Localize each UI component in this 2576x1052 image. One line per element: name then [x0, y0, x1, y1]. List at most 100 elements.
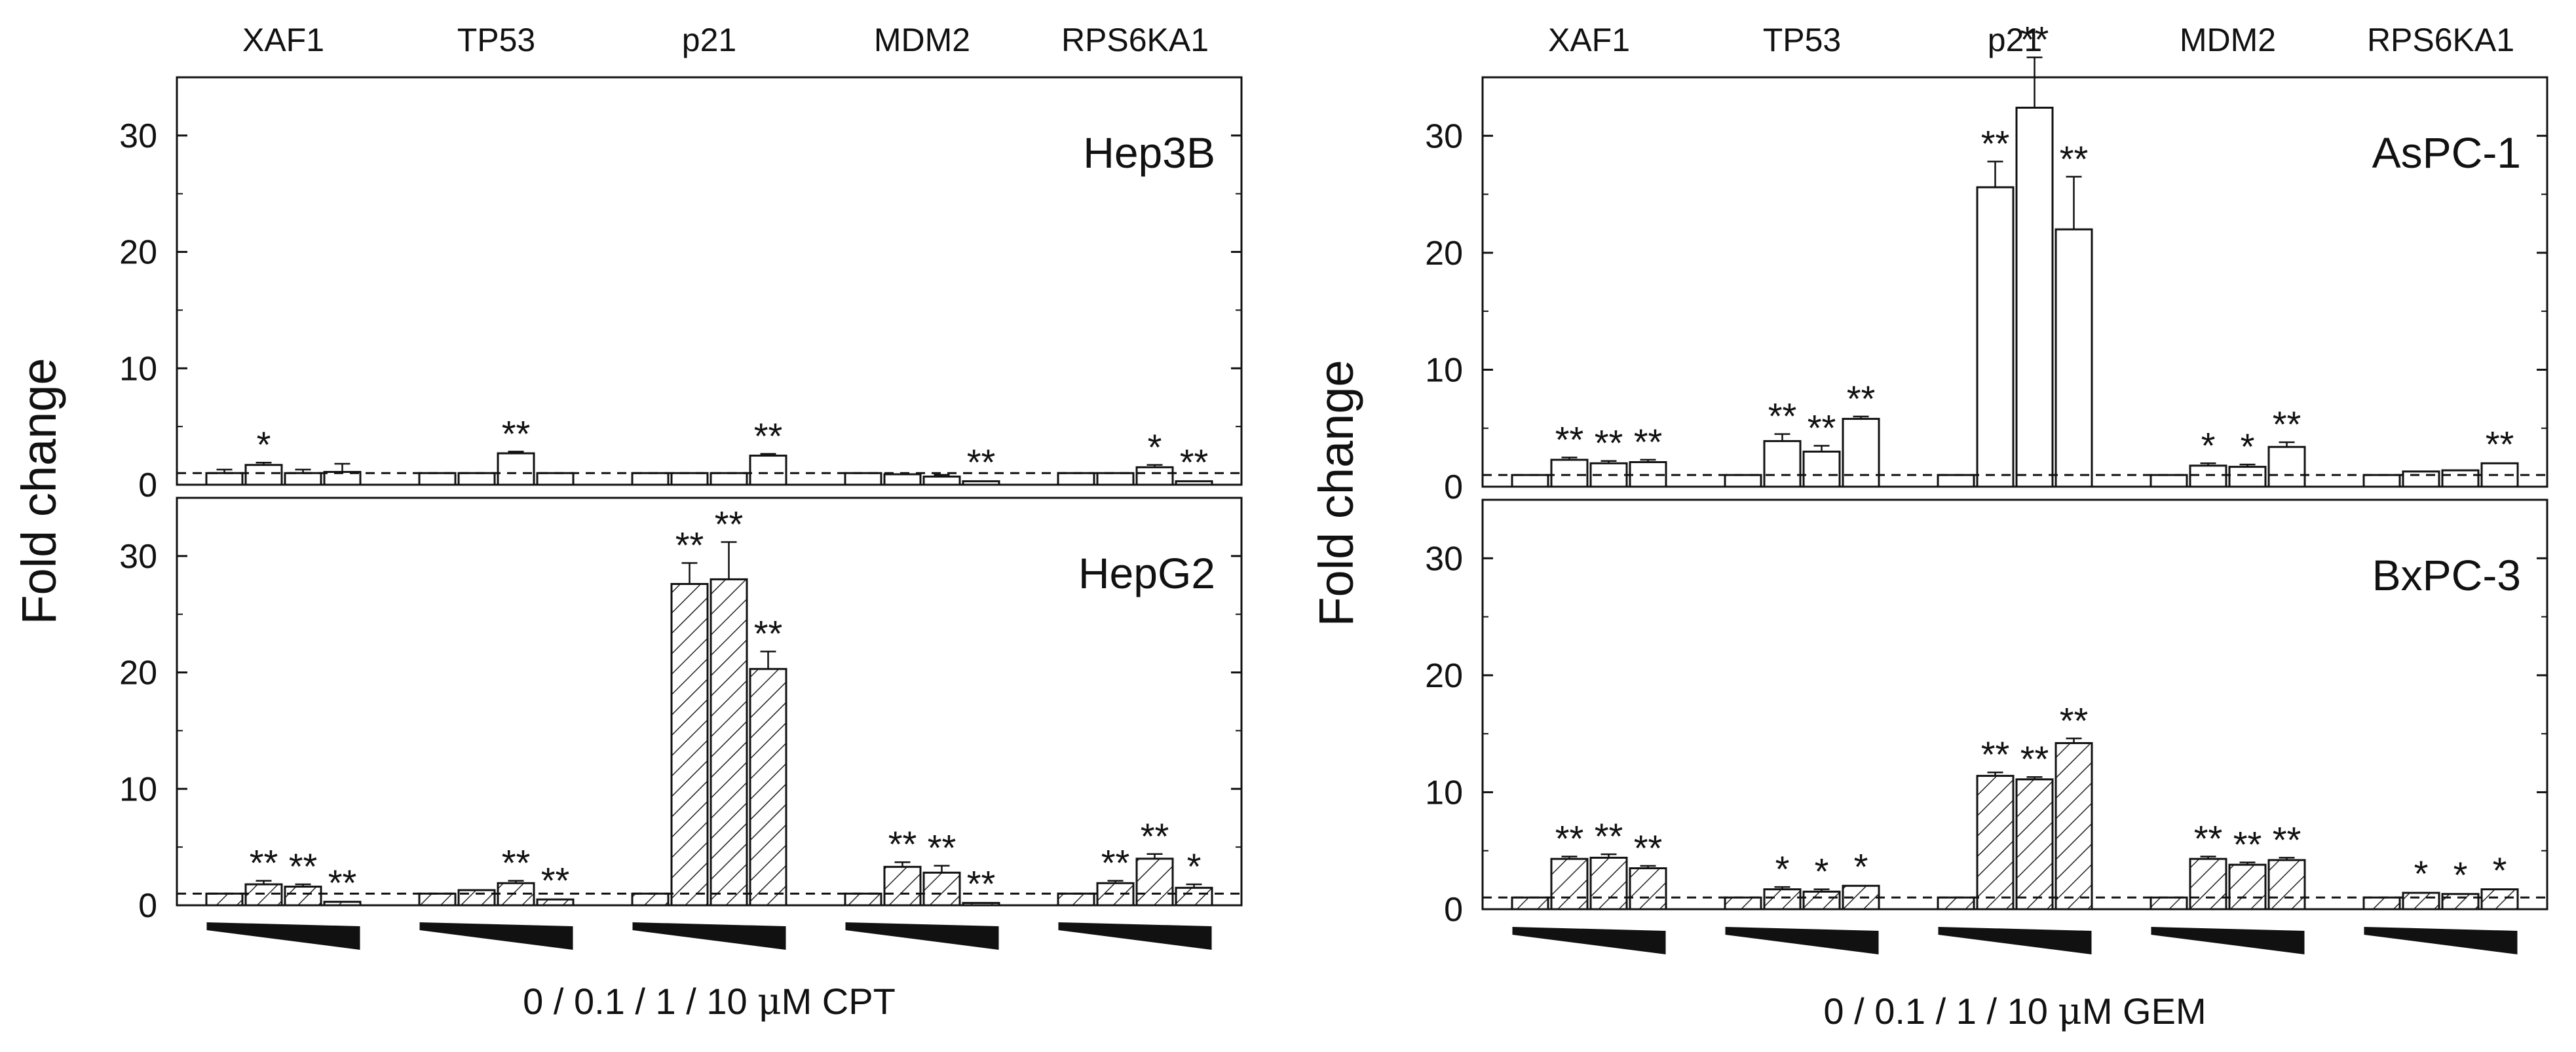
gene-label-xaf1: XAF1: [1548, 22, 1630, 58]
significance-marker: *: [2453, 854, 2468, 895]
significance-marker: **: [928, 827, 957, 869]
gene-label-mdm2: MDM2: [874, 22, 970, 58]
significance-marker: *: [1187, 846, 1202, 887]
bar: [844, 472, 882, 486]
gene-label-xaf1: XAF1: [242, 22, 324, 58]
significance-marker: **: [1555, 419, 1584, 460]
gene-label-tp53: TP53: [457, 22, 536, 58]
concentration-wedge: [1938, 927, 2092, 954]
significance-marker: **: [1808, 407, 1836, 449]
significance-marker: **: [1634, 421, 1663, 462]
bar: [1589, 856, 1628, 911]
significance-marker: **: [754, 415, 783, 457]
bar: [2228, 466, 2267, 488]
figure-gem: XAF1 TP53 p21 MDM2 RPS6KA1 Fold change 0 10 20 30…: [1309, 19, 2548, 1033]
bar: [205, 892, 244, 907]
significance-marker: **: [289, 846, 318, 887]
bar-group-mdm2: * ***: [2150, 404, 2306, 488]
bar: [2402, 470, 2440, 488]
significance-marker: **: [328, 862, 357, 903]
significance-marker: **: [2060, 138, 2089, 179]
y-tick-label: 20: [119, 654, 157, 692]
significance-marker: *: [257, 424, 271, 465]
bar: [631, 892, 670, 907]
bar: [1550, 857, 1589, 911]
bar: [244, 883, 283, 907]
bar: [1937, 896, 1975, 911]
x-axis-label-part: M GEM: [2082, 990, 2207, 1032]
concentration-wedge: [2151, 927, 2305, 954]
bar: [2150, 474, 2188, 488]
bar: [2228, 863, 2267, 911]
significance-marker: **: [967, 441, 996, 483]
y-tick-label: 10: [119, 350, 157, 388]
plot-frame: [1481, 498, 2548, 911]
bar: [922, 476, 961, 486]
bar: [1175, 480, 1213, 486]
significance-marker: *: [2414, 853, 2429, 894]
significance-marker: **: [502, 842, 531, 884]
concentration-wedge: [206, 922, 360, 950]
significance-marker: **: [675, 525, 704, 566]
y-axis-label: Fold change: [12, 358, 66, 624]
bar: [1057, 472, 1095, 486]
bar: [1724, 474, 1762, 488]
concentration-wedge: [419, 922, 573, 950]
concentration-wedge: [1058, 922, 1212, 950]
gene-label-p21: p21: [1988, 22, 2042, 58]
bar-group-mdm2: **: [844, 441, 1000, 486]
significance-marker: **: [2273, 819, 2301, 860]
concentration-wedge: [1512, 927, 1666, 954]
y-tick-label: 10: [1425, 774, 1463, 812]
bar: [1976, 774, 2015, 911]
bar: [1550, 459, 1589, 488]
bar-group-tp53: * * *: [1724, 846, 1880, 911]
significance-marker: **: [1555, 818, 1584, 859]
bar: [2150, 896, 2188, 911]
y-tick-label: 0: [1444, 468, 1463, 506]
gene-label-rps6ka1: RPS6KA1: [2367, 22, 2514, 58]
plot-frame: [1481, 76, 2548, 488]
y-tick-label: 0: [138, 887, 157, 925]
concentration-wedge: [1725, 927, 1879, 954]
bar-group-p21: ** ** **: [631, 504, 787, 907]
bar: [1057, 892, 1095, 907]
bar-group-tp53: ** **: [418, 842, 575, 907]
bar: [1763, 440, 1802, 488]
bar: [962, 901, 1000, 907]
bar: [284, 886, 322, 907]
bar: [883, 473, 922, 486]
bar: [2362, 474, 2401, 488]
significance-marker: *: [1775, 848, 1790, 890]
y-tick-label: 30: [119, 117, 157, 155]
significance-marker: **: [1101, 842, 1130, 884]
plot-frame: [176, 76, 1243, 486]
significance-marker: *: [1148, 426, 1162, 468]
bar-group-tp53: ** ** **: [1724, 378, 1880, 488]
y-tick-label: 10: [119, 770, 157, 808]
bar: [284, 472, 322, 486]
significance-marker: **: [1595, 423, 1623, 464]
cell-line-label: BxPC-3: [2372, 551, 2521, 599]
bar: [418, 472, 457, 486]
bar: [2441, 469, 2480, 488]
bar: [2402, 892, 2440, 911]
concentration-wedge: [845, 922, 999, 950]
bar-group-mdm2: ******: [2150, 818, 2306, 911]
bar: [2055, 228, 2093, 488]
figure-cpt: XAF1 TP53 p21 MDM2 RPS6KA1 Fold change 0 10 20 30…: [12, 22, 1243, 1023]
x-axis-label-part: M CPT: [782, 981, 896, 1022]
x-axis-label: 0 / 0.1 / 1 / 10 μM CPT: [523, 981, 896, 1023]
significance-marker: **: [2060, 700, 2089, 741]
bar: [2015, 778, 2054, 911]
bar: [631, 472, 670, 486]
bar: [922, 871, 961, 907]
bar: [2189, 857, 2227, 911]
bar: [670, 583, 709, 907]
significance-marker: **: [1847, 378, 1876, 419]
significance-marker: **: [1595, 816, 1623, 857]
significance-marker: **: [250, 842, 278, 884]
